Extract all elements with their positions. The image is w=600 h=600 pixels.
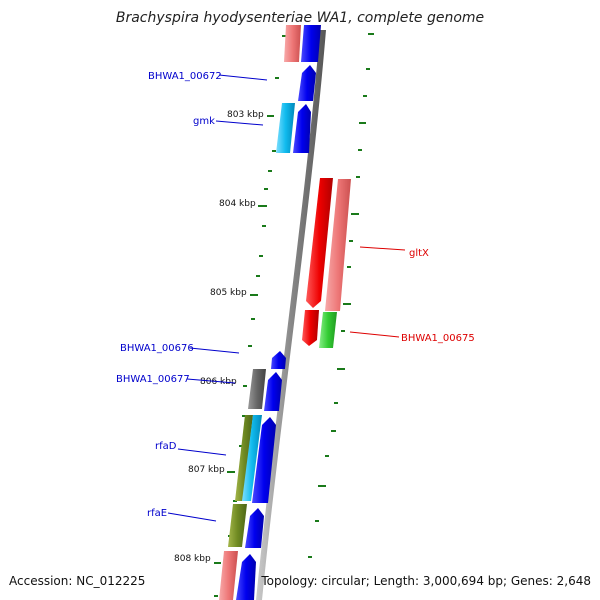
plus-strand-genes (236, 25, 321, 600)
label-leaders (167, 74, 406, 522)
feature-pink-gltX[interactable] (325, 179, 351, 311)
feature-olive-rfaE[interactable] (228, 504, 247, 547)
minus-strand-genes (302, 178, 351, 348)
feature-pink-top[interactable] (284, 25, 301, 62)
gene-feature-gmk[interactable] (293, 104, 311, 153)
gene-feature-rfaD[interactable] (252, 417, 276, 503)
gene-feature-bottom-blue[interactable] (236, 554, 256, 600)
gene-label-BHWA1_00676[interactable]: BHWA1_00676 (120, 343, 194, 354)
genome-summary-text: Topology: circular; Length: 3,000,694 bp… (261, 574, 591, 588)
feature-gray-bhwa1-00677[interactable] (248, 369, 266, 409)
gene-labels: BHWA1_00672 gmk BHWA1_00676 BHWA1_00677 … (116, 71, 475, 519)
gene-feature-BHWA1_00676[interactable] (271, 351, 286, 369)
tick-label: 805 kbp (210, 288, 247, 298)
gene-label-rfaE[interactable]: rfaE (147, 508, 167, 519)
gene-feature-top-blue[interactable] (301, 25, 321, 62)
genome-backbone (256, 30, 326, 600)
plus-strand-companions (219, 25, 301, 600)
feature-green-bhwa1-00675[interactable] (319, 312, 337, 348)
genome-title: Brachyspira hyodysenteriae WA1, complete… (115, 10, 485, 26)
feature-cyan-gmk[interactable] (276, 103, 295, 153)
gene-feature-rfaE[interactable] (245, 508, 264, 548)
gc-track (214, 33, 374, 597)
tick-label: 807 kbp (188, 465, 225, 475)
gene-label-gmk[interactable]: gmk (193, 116, 215, 127)
gene-feature-gltX[interactable] (306, 178, 333, 308)
gene-label-rfaD[interactable]: rfaD (155, 441, 177, 452)
gene-feature-BHWA1_00672[interactable] (298, 65, 316, 101)
tick-label: 804 kbp (219, 199, 256, 209)
gene-label-BHWA1_00672[interactable]: BHWA1_00672 (148, 71, 222, 82)
gene-feature-BHWA1_00677[interactable] (264, 372, 282, 411)
feature-olive-rfaD[interactable] (235, 415, 253, 501)
feature-pink-bottom[interactable] (219, 551, 238, 600)
feature-cyan-rfaD[interactable] (242, 415, 262, 501)
tick-label: 803 kbp (227, 110, 264, 120)
accession-text: Accession: NC_012225 (9, 574, 146, 588)
tick-label: 808 kbp (174, 554, 211, 564)
gene-label-gltX[interactable]: gltX (409, 248, 429, 259)
gene-feature-BHWA1_00675[interactable] (302, 310, 319, 346)
gene-label-BHWA1_00677[interactable]: BHWA1_00677 (116, 374, 190, 385)
gene-label-BHWA1_00675[interactable]: BHWA1_00675 (401, 333, 475, 344)
